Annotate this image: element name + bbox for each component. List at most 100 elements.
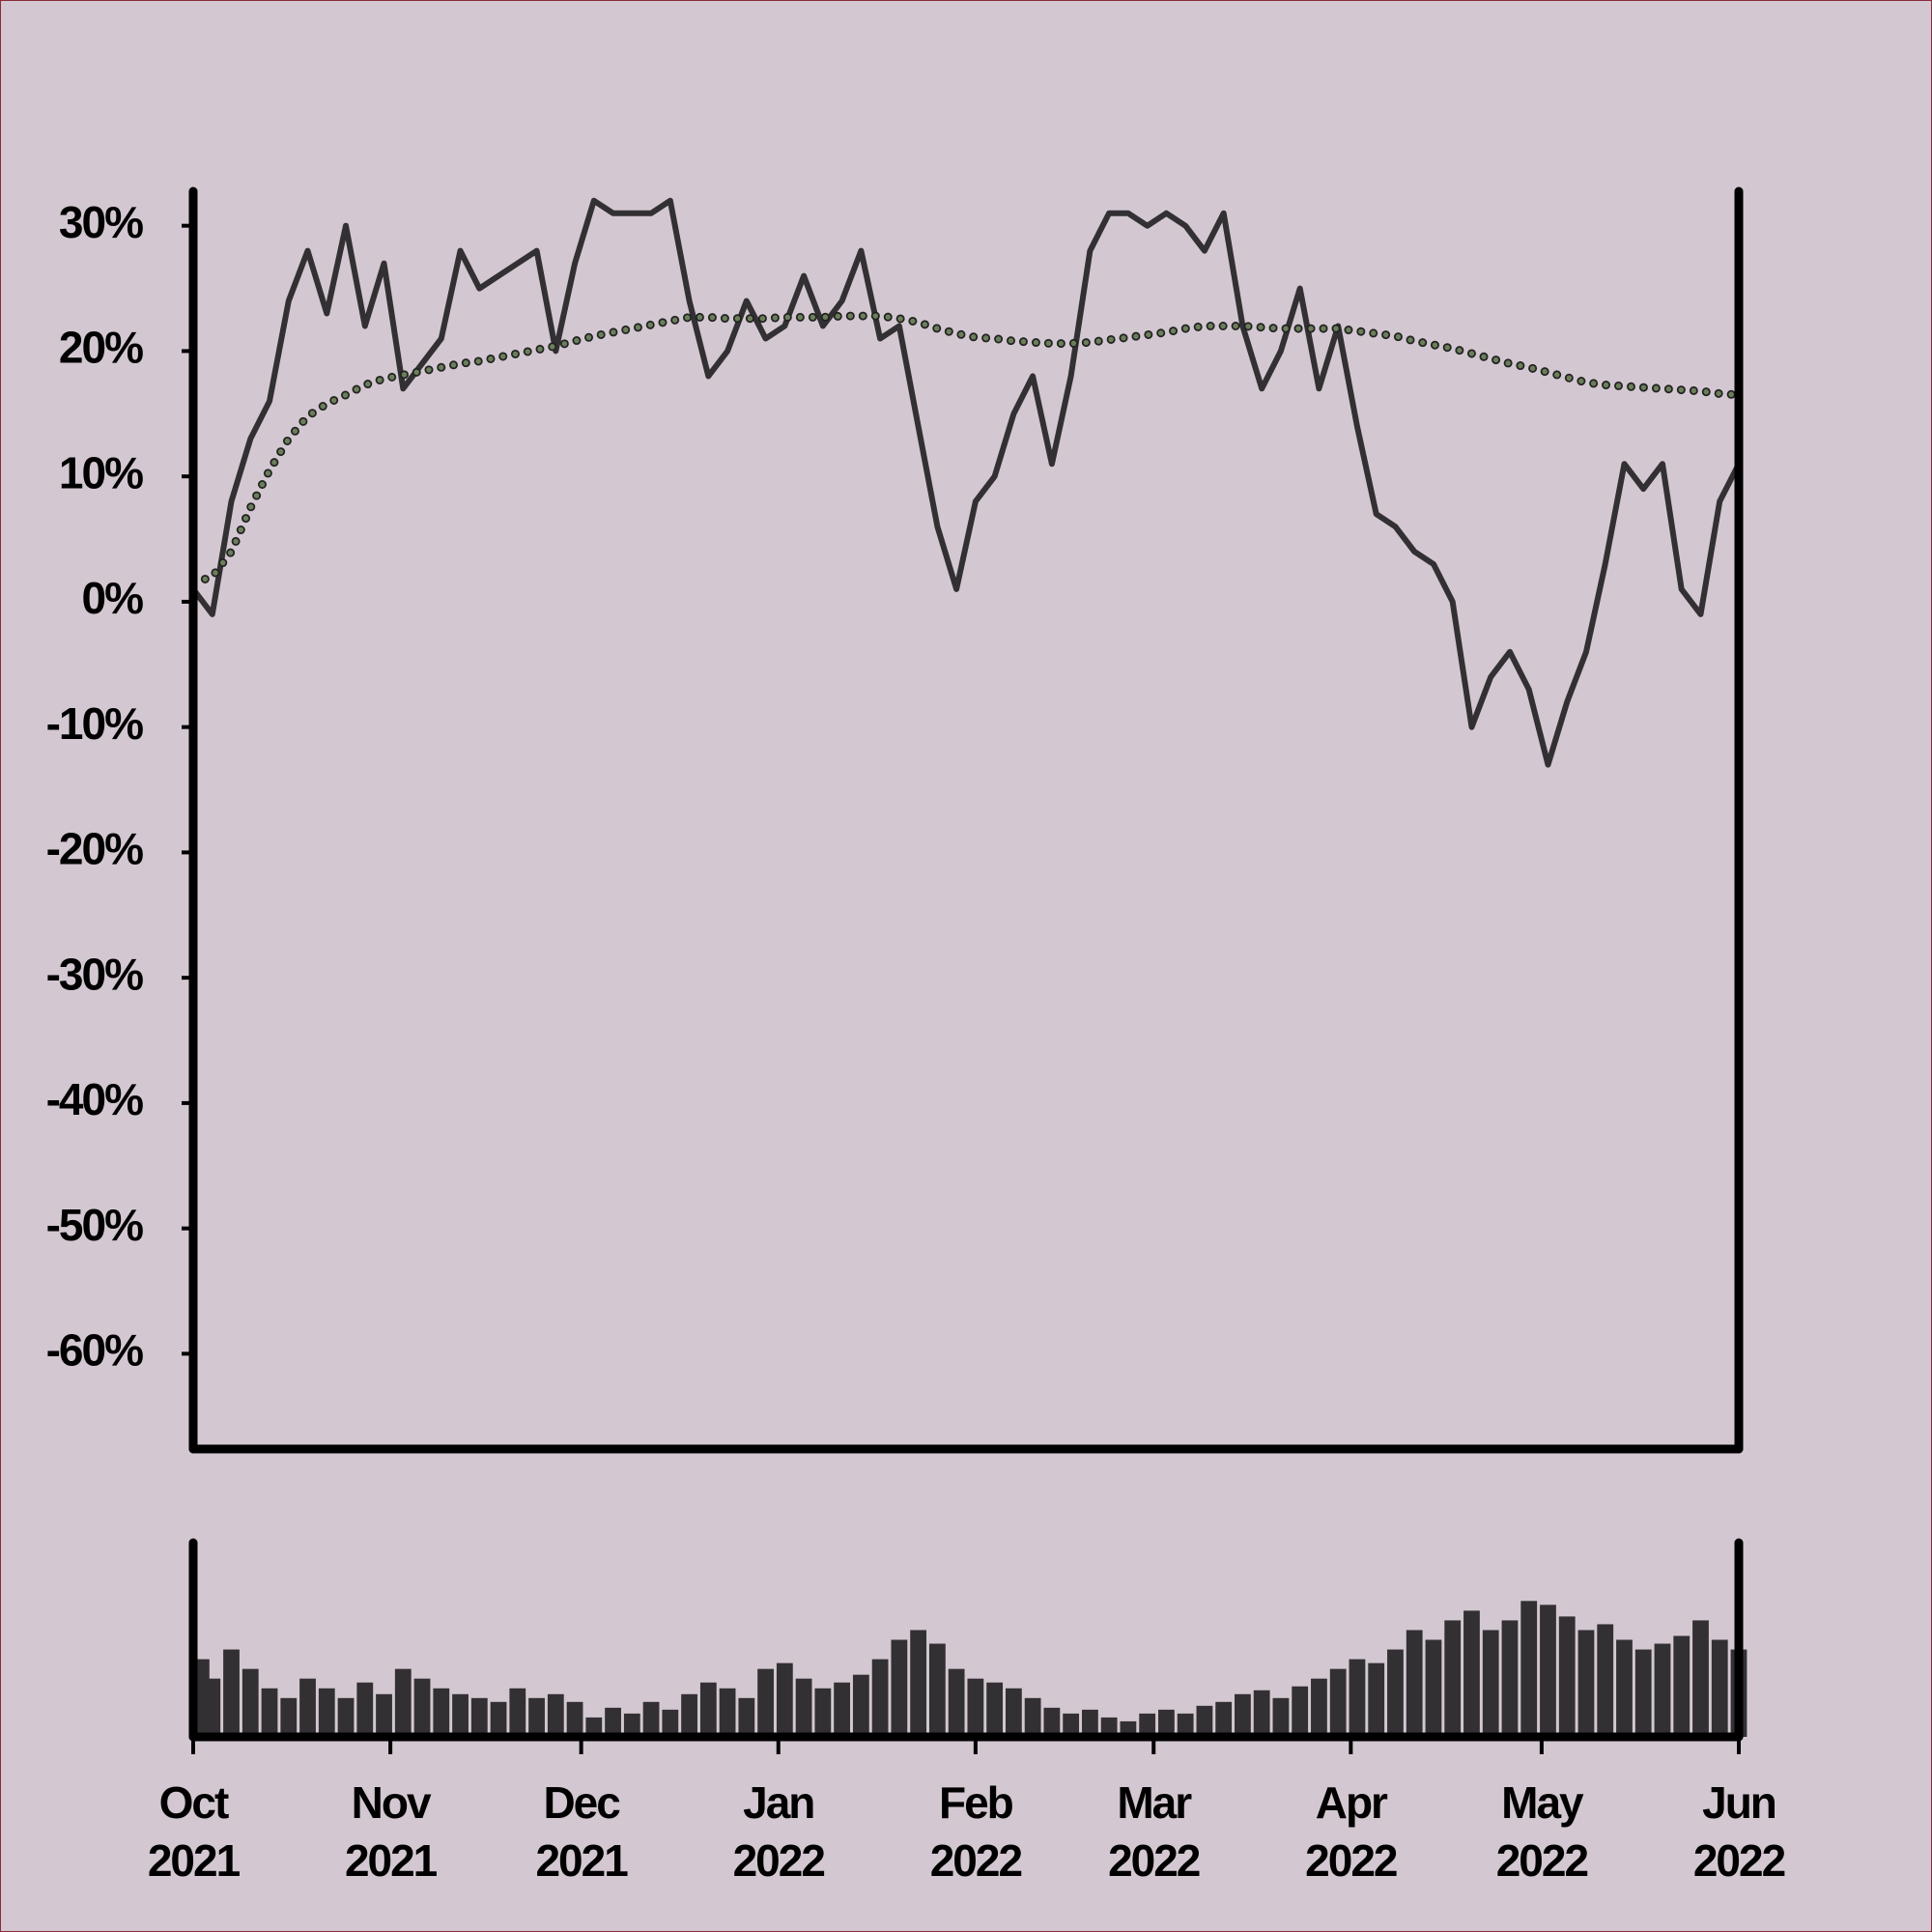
volume-bar xyxy=(1368,1662,1385,1737)
volume-bar xyxy=(433,1688,450,1737)
volume-bar xyxy=(1654,1643,1671,1737)
volume-bar xyxy=(299,1678,316,1737)
volume-bar xyxy=(871,1659,889,1737)
volume-bar xyxy=(376,1693,392,1737)
volume-bar xyxy=(699,1682,717,1737)
volume-bar xyxy=(1235,1693,1251,1737)
volume-bar xyxy=(910,1630,927,1737)
volume-bar xyxy=(452,1693,469,1737)
volume-bar xyxy=(1463,1610,1480,1737)
volume-bar xyxy=(204,1678,221,1737)
volume-bar xyxy=(738,1697,755,1737)
volume-bar xyxy=(1501,1620,1519,1737)
volume-bar xyxy=(470,1697,488,1737)
volume-bar xyxy=(509,1688,526,1737)
volume-bar xyxy=(1540,1605,1556,1737)
volume-bar xyxy=(280,1697,298,1737)
x-tick-label: Dec 2021 xyxy=(535,1777,628,1886)
volume-bar xyxy=(318,1688,335,1737)
x-tick-label: Jan 2022 xyxy=(732,1777,826,1886)
y-tick-label: -20% xyxy=(46,824,143,874)
volume-bar xyxy=(1349,1659,1366,1737)
volume-bar xyxy=(719,1688,736,1737)
y-tick-label: 20% xyxy=(59,323,143,373)
volume-bar xyxy=(490,1701,507,1737)
volume-bar xyxy=(623,1713,640,1737)
volume-bar xyxy=(1406,1630,1423,1737)
price-line xyxy=(190,197,1742,768)
volume-bar xyxy=(1425,1639,1442,1737)
volume-bar xyxy=(337,1697,355,1737)
x-tick-label: Mar 2022 xyxy=(1108,1777,1201,1886)
volume-bar xyxy=(394,1668,412,1737)
volume-bar xyxy=(356,1682,374,1737)
volume-bar xyxy=(261,1688,278,1737)
volume-bar xyxy=(1673,1635,1690,1737)
moving-average-outline xyxy=(188,311,1744,587)
volume-bar xyxy=(1692,1620,1709,1737)
volume-bar xyxy=(1196,1705,1213,1737)
volume-bar xyxy=(1063,1713,1080,1737)
volume-bar xyxy=(642,1701,660,1737)
volume-bar xyxy=(1711,1639,1728,1737)
volume-bar xyxy=(1272,1697,1290,1737)
volume-bar xyxy=(1558,1616,1576,1737)
volume-bar xyxy=(1387,1649,1404,1737)
x-tick-label: Feb 2022 xyxy=(929,1777,1023,1886)
x-tick-label: Jun 2022 xyxy=(1692,1777,1786,1886)
volume-bar xyxy=(547,1693,564,1737)
volume-bar xyxy=(1100,1717,1118,1737)
volume-bar xyxy=(1253,1690,1270,1737)
volume-bar xyxy=(776,1662,793,1737)
volume-bar xyxy=(1005,1688,1022,1737)
volume-bar xyxy=(1634,1649,1652,1737)
volume-bar xyxy=(757,1668,774,1737)
x-tick-label: Nov 2021 xyxy=(344,1777,438,1886)
x-tick-label: Apr 2022 xyxy=(1305,1777,1398,1886)
volume-bar xyxy=(528,1697,545,1737)
volume-bar xyxy=(242,1668,259,1737)
volume-bar xyxy=(1292,1686,1309,1737)
y-tick-label: 0% xyxy=(82,573,144,623)
volume-bar xyxy=(566,1701,583,1737)
volume-bar xyxy=(1482,1630,1499,1737)
volume-bar xyxy=(413,1678,431,1737)
volume-bar xyxy=(1444,1620,1462,1737)
volume-bar xyxy=(585,1717,603,1737)
volume-bar xyxy=(1577,1630,1595,1737)
volume-bar xyxy=(1024,1697,1041,1737)
volume-bar xyxy=(986,1682,1004,1737)
volume-bar xyxy=(681,1693,697,1737)
volume-bar xyxy=(948,1668,965,1737)
volume-bar xyxy=(223,1649,240,1737)
y-tick-label: -30% xyxy=(46,949,143,999)
volume-bar xyxy=(852,1674,869,1737)
volume-bar xyxy=(1082,1709,1098,1737)
volume-bar xyxy=(891,1639,908,1737)
y-tick-label: 30% xyxy=(59,197,143,247)
volume-bar xyxy=(1177,1713,1194,1737)
volume-bar xyxy=(928,1643,946,1737)
volume-bar xyxy=(1329,1668,1347,1737)
y-tick-label: -60% xyxy=(46,1325,143,1376)
y-tick-label: -50% xyxy=(46,1200,143,1250)
y-tick-label: -40% xyxy=(46,1074,143,1124)
volume-bar xyxy=(605,1707,621,1737)
volume-bar xyxy=(1215,1701,1233,1737)
volume-bar xyxy=(1158,1709,1175,1737)
volume-bar xyxy=(1043,1707,1061,1737)
volume-bar xyxy=(1520,1601,1538,1737)
y-tick-label: 10% xyxy=(59,447,143,497)
volume-bar xyxy=(1139,1713,1156,1737)
volume-bar xyxy=(814,1688,832,1737)
x-tick-label: May 2022 xyxy=(1495,1777,1589,1886)
volume-bar xyxy=(834,1682,850,1737)
volume-bar xyxy=(795,1678,812,1737)
volume-bar xyxy=(662,1709,679,1737)
y-tick-label: -10% xyxy=(46,698,143,749)
volume-bar xyxy=(967,1678,984,1737)
x-tick-label: Oct 2021 xyxy=(147,1777,241,1886)
volume-bar xyxy=(1597,1624,1614,1737)
